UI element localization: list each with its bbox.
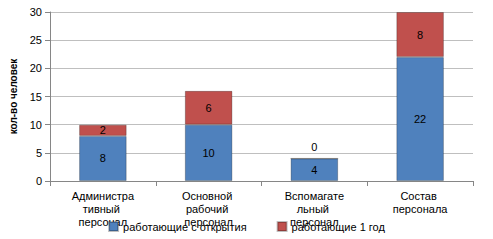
svg-text:рабочий: рабочий bbox=[186, 203, 232, 215]
svg-text:льный: льный bbox=[297, 203, 332, 215]
svg-text:8: 8 bbox=[417, 29, 423, 41]
svg-text:работающие с открытия: работающие с открытия bbox=[123, 221, 247, 233]
svg-text:10: 10 bbox=[203, 147, 215, 159]
svg-text:0: 0 bbox=[311, 141, 317, 153]
svg-text:персонала: персонала bbox=[393, 203, 449, 215]
svg-text:6: 6 bbox=[206, 102, 212, 114]
svg-text:5: 5 bbox=[36, 147, 42, 159]
svg-text:тивный: тивный bbox=[83, 203, 123, 215]
svg-text:25: 25 bbox=[30, 34, 42, 46]
svg-text:Основной: Основной bbox=[182, 190, 236, 202]
svg-text:Состав: Состав bbox=[400, 190, 440, 202]
svg-text:Администра: Администра bbox=[72, 190, 135, 202]
svg-text:4: 4 bbox=[311, 164, 317, 176]
svg-text:персонал: персонал bbox=[79, 216, 128, 228]
svg-text:10: 10 bbox=[30, 119, 42, 131]
svg-text:Вспомагате: Вспомагате bbox=[285, 190, 344, 202]
svg-text:22: 22 bbox=[414, 113, 426, 125]
svg-text:15: 15 bbox=[30, 91, 42, 103]
svg-text:работающие 1 год: работающие 1 год bbox=[292, 221, 386, 233]
svg-text:30: 30 bbox=[30, 6, 42, 18]
svg-text:20: 20 bbox=[30, 62, 42, 74]
svg-text:2: 2 bbox=[100, 124, 106, 136]
svg-text:8: 8 bbox=[100, 152, 106, 164]
svg-text:0: 0 bbox=[36, 175, 42, 187]
svg-text:кол-во человек: кол-во человек bbox=[8, 58, 19, 135]
